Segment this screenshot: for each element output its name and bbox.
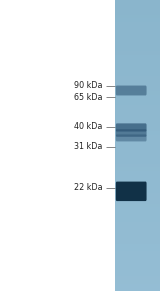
- Bar: [115, 215, 160, 218]
- Bar: [115, 87, 160, 91]
- Bar: [115, 218, 160, 222]
- Bar: [115, 33, 160, 36]
- Bar: [115, 284, 160, 288]
- Bar: [115, 106, 160, 109]
- Bar: [115, 193, 160, 196]
- Bar: [115, 116, 160, 120]
- Bar: [115, 247, 160, 251]
- Bar: [115, 164, 160, 167]
- Bar: [115, 11, 160, 15]
- FancyBboxPatch shape: [116, 182, 147, 201]
- FancyBboxPatch shape: [116, 123, 147, 132]
- Bar: [115, 47, 160, 51]
- Bar: [115, 142, 160, 146]
- Bar: [115, 276, 160, 280]
- Bar: [115, 80, 160, 84]
- Bar: [115, 149, 160, 153]
- Bar: [115, 236, 160, 240]
- Bar: [115, 251, 160, 255]
- Bar: [115, 269, 160, 273]
- Bar: [115, 73, 160, 76]
- Bar: [115, 0, 160, 3]
- Bar: [115, 7, 160, 11]
- Bar: [115, 186, 160, 189]
- Bar: [115, 55, 160, 58]
- Text: 22 kDa: 22 kDa: [74, 183, 102, 192]
- Bar: [115, 51, 160, 55]
- FancyBboxPatch shape: [116, 134, 147, 141]
- Bar: [115, 138, 160, 142]
- Text: 65 kDa: 65 kDa: [74, 93, 102, 102]
- Bar: [115, 95, 160, 98]
- Bar: [115, 84, 160, 87]
- Bar: [115, 124, 160, 127]
- Bar: [115, 153, 160, 157]
- Bar: [115, 240, 160, 244]
- Bar: [115, 258, 160, 262]
- Bar: [115, 200, 160, 204]
- Bar: [115, 65, 160, 69]
- Bar: [115, 91, 160, 95]
- FancyBboxPatch shape: [116, 129, 147, 137]
- Bar: [115, 4, 160, 7]
- Bar: [115, 226, 160, 229]
- Bar: [115, 131, 160, 134]
- Text: 31 kDa: 31 kDa: [74, 143, 102, 151]
- Bar: [115, 69, 160, 73]
- Bar: [115, 98, 160, 102]
- Bar: [115, 62, 160, 65]
- Bar: [115, 18, 160, 22]
- Bar: [115, 280, 160, 284]
- Bar: [115, 255, 160, 258]
- Bar: [115, 102, 160, 106]
- Bar: [115, 156, 160, 160]
- Bar: [115, 22, 160, 26]
- Bar: [115, 134, 160, 138]
- Bar: [115, 29, 160, 33]
- Bar: [115, 109, 160, 113]
- Bar: [115, 36, 160, 40]
- Bar: [115, 288, 160, 291]
- Bar: [115, 189, 160, 193]
- Bar: [115, 160, 160, 164]
- Bar: [115, 273, 160, 276]
- Bar: [115, 207, 160, 211]
- Bar: [115, 175, 160, 178]
- Text: 40 kDa: 40 kDa: [74, 122, 102, 131]
- Bar: [115, 120, 160, 124]
- Bar: [115, 40, 160, 44]
- Bar: [115, 244, 160, 247]
- Bar: [115, 178, 160, 182]
- Bar: [115, 229, 160, 233]
- Bar: [115, 171, 160, 175]
- Bar: [115, 204, 160, 207]
- Bar: [115, 146, 160, 149]
- Bar: [115, 167, 160, 171]
- FancyBboxPatch shape: [116, 86, 147, 95]
- Bar: [115, 265, 160, 269]
- Bar: [115, 233, 160, 236]
- Bar: [115, 222, 160, 226]
- Bar: [115, 44, 160, 47]
- Bar: [115, 25, 160, 29]
- Bar: [115, 211, 160, 215]
- Bar: [115, 58, 160, 62]
- Text: 90 kDa: 90 kDa: [74, 81, 102, 90]
- Bar: [115, 196, 160, 200]
- Bar: [115, 77, 160, 80]
- Bar: [115, 15, 160, 18]
- Bar: [115, 113, 160, 116]
- Bar: [115, 262, 160, 265]
- Bar: [115, 182, 160, 186]
- Bar: [115, 127, 160, 131]
